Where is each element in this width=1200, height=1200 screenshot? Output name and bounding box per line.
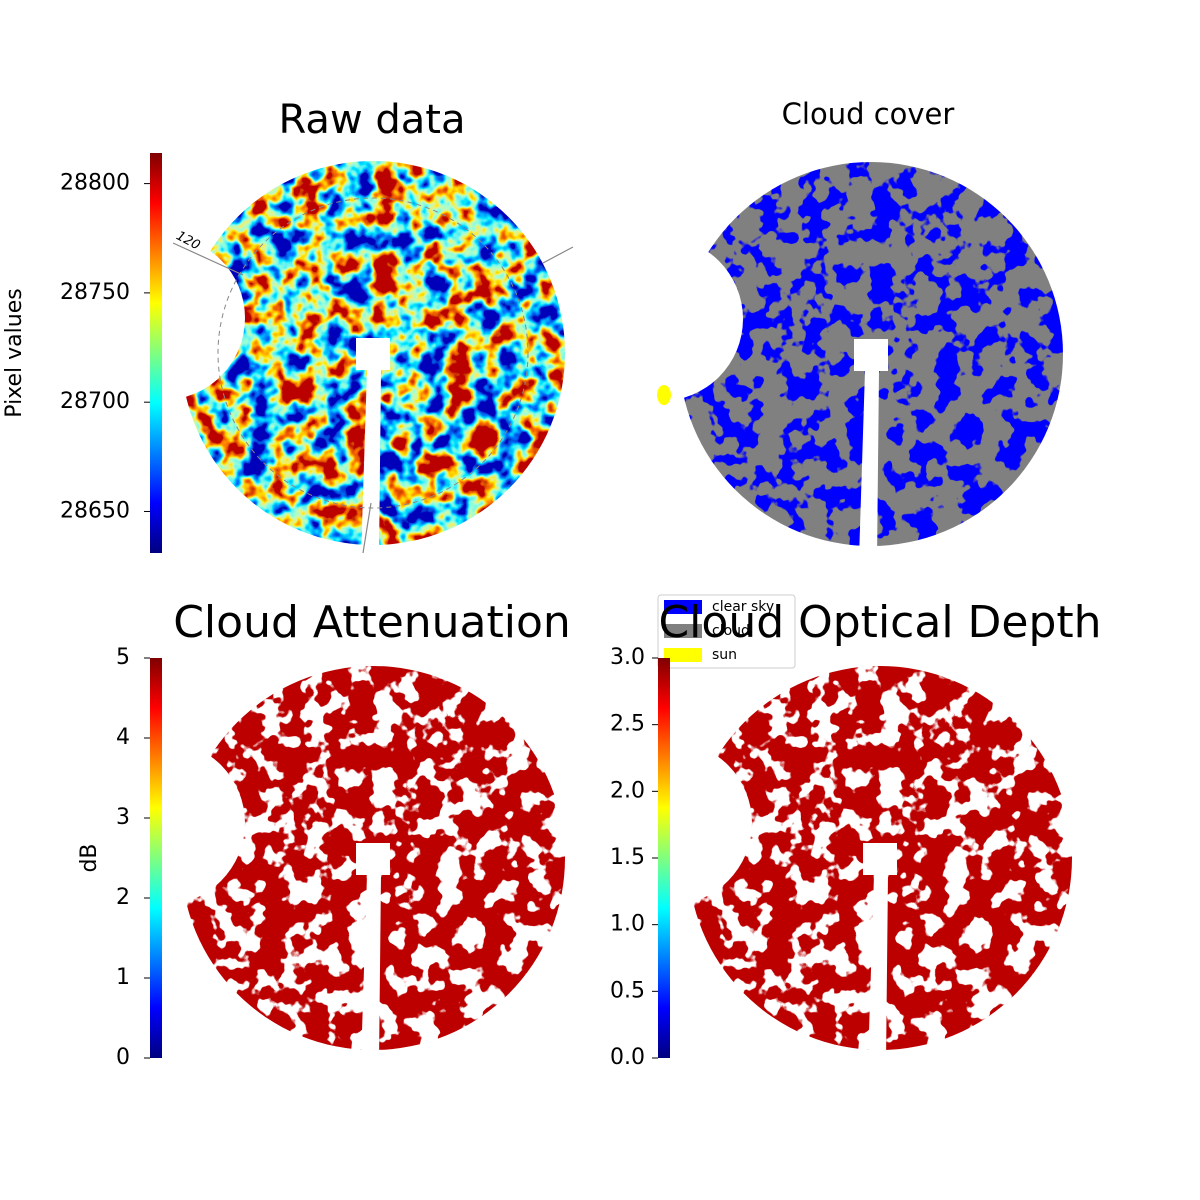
grid-circle xyxy=(217,197,529,509)
colorbar-tick-label: 0.0 xyxy=(610,1045,645,1070)
sky-image: 120 xyxy=(172,153,574,554)
sky-masked xyxy=(680,658,1080,1058)
colorbar-tick-label: 2.0 xyxy=(610,778,645,803)
colorbar-tick-label: 0.5 xyxy=(610,978,645,1003)
colorbar xyxy=(150,153,162,553)
panel-title: Cloud Optical Depth xyxy=(658,597,1101,648)
azimuth-line xyxy=(172,242,244,276)
sky-image xyxy=(680,658,1080,1058)
colorbar-tick-label: 28650 xyxy=(60,498,130,523)
class-clear-sky xyxy=(671,154,1071,554)
legend-swatch xyxy=(664,600,702,614)
colorbar-label: dB xyxy=(77,843,102,872)
legend-swatch xyxy=(664,624,702,638)
colorbar xyxy=(658,658,670,1058)
class-sun xyxy=(657,385,671,405)
colorbar-tick-label: 4 xyxy=(116,725,130,750)
colorbar-tick-label: 2 xyxy=(116,885,130,910)
colorbar-tick-label: 1 xyxy=(116,965,130,990)
colorbar-tick-label: 28750 xyxy=(60,280,130,305)
colorbar-tick-label: 3 xyxy=(116,805,130,830)
legend-label: cloud xyxy=(712,623,750,639)
colorbar xyxy=(150,658,162,1058)
colorbar-tick-label: 28700 xyxy=(60,389,130,414)
sky-masked xyxy=(671,154,1071,554)
colorbar-tick-label: 1.5 xyxy=(610,845,645,870)
sky-masked xyxy=(173,153,573,553)
colorbar-tick-label: 0 xyxy=(116,1045,130,1070)
sky-masked xyxy=(173,658,573,1058)
colorbar-tick-label: 2.5 xyxy=(610,712,645,737)
panel-title: Cloud Attenuation xyxy=(173,597,571,648)
sky-texture xyxy=(173,658,573,1058)
panel-title: Cloud cover xyxy=(782,97,955,131)
azimuth-line xyxy=(542,246,574,264)
sky-image xyxy=(671,154,1071,554)
colorbar-tick-label: 28800 xyxy=(60,171,130,196)
azimuth-line xyxy=(362,502,372,554)
colorbar-tick-label: 5 xyxy=(116,645,130,670)
sky-image xyxy=(173,658,573,1058)
sky-texture xyxy=(173,153,573,553)
panel-title: Raw data xyxy=(279,97,466,143)
colorbar-label: Pixel values xyxy=(2,288,27,417)
legend-label: clear sky xyxy=(712,599,774,615)
colorbar-tick-label: 3.0 xyxy=(610,645,645,670)
sky-texture xyxy=(680,658,1080,1058)
colorbar-tick-label: 1.0 xyxy=(610,912,645,937)
